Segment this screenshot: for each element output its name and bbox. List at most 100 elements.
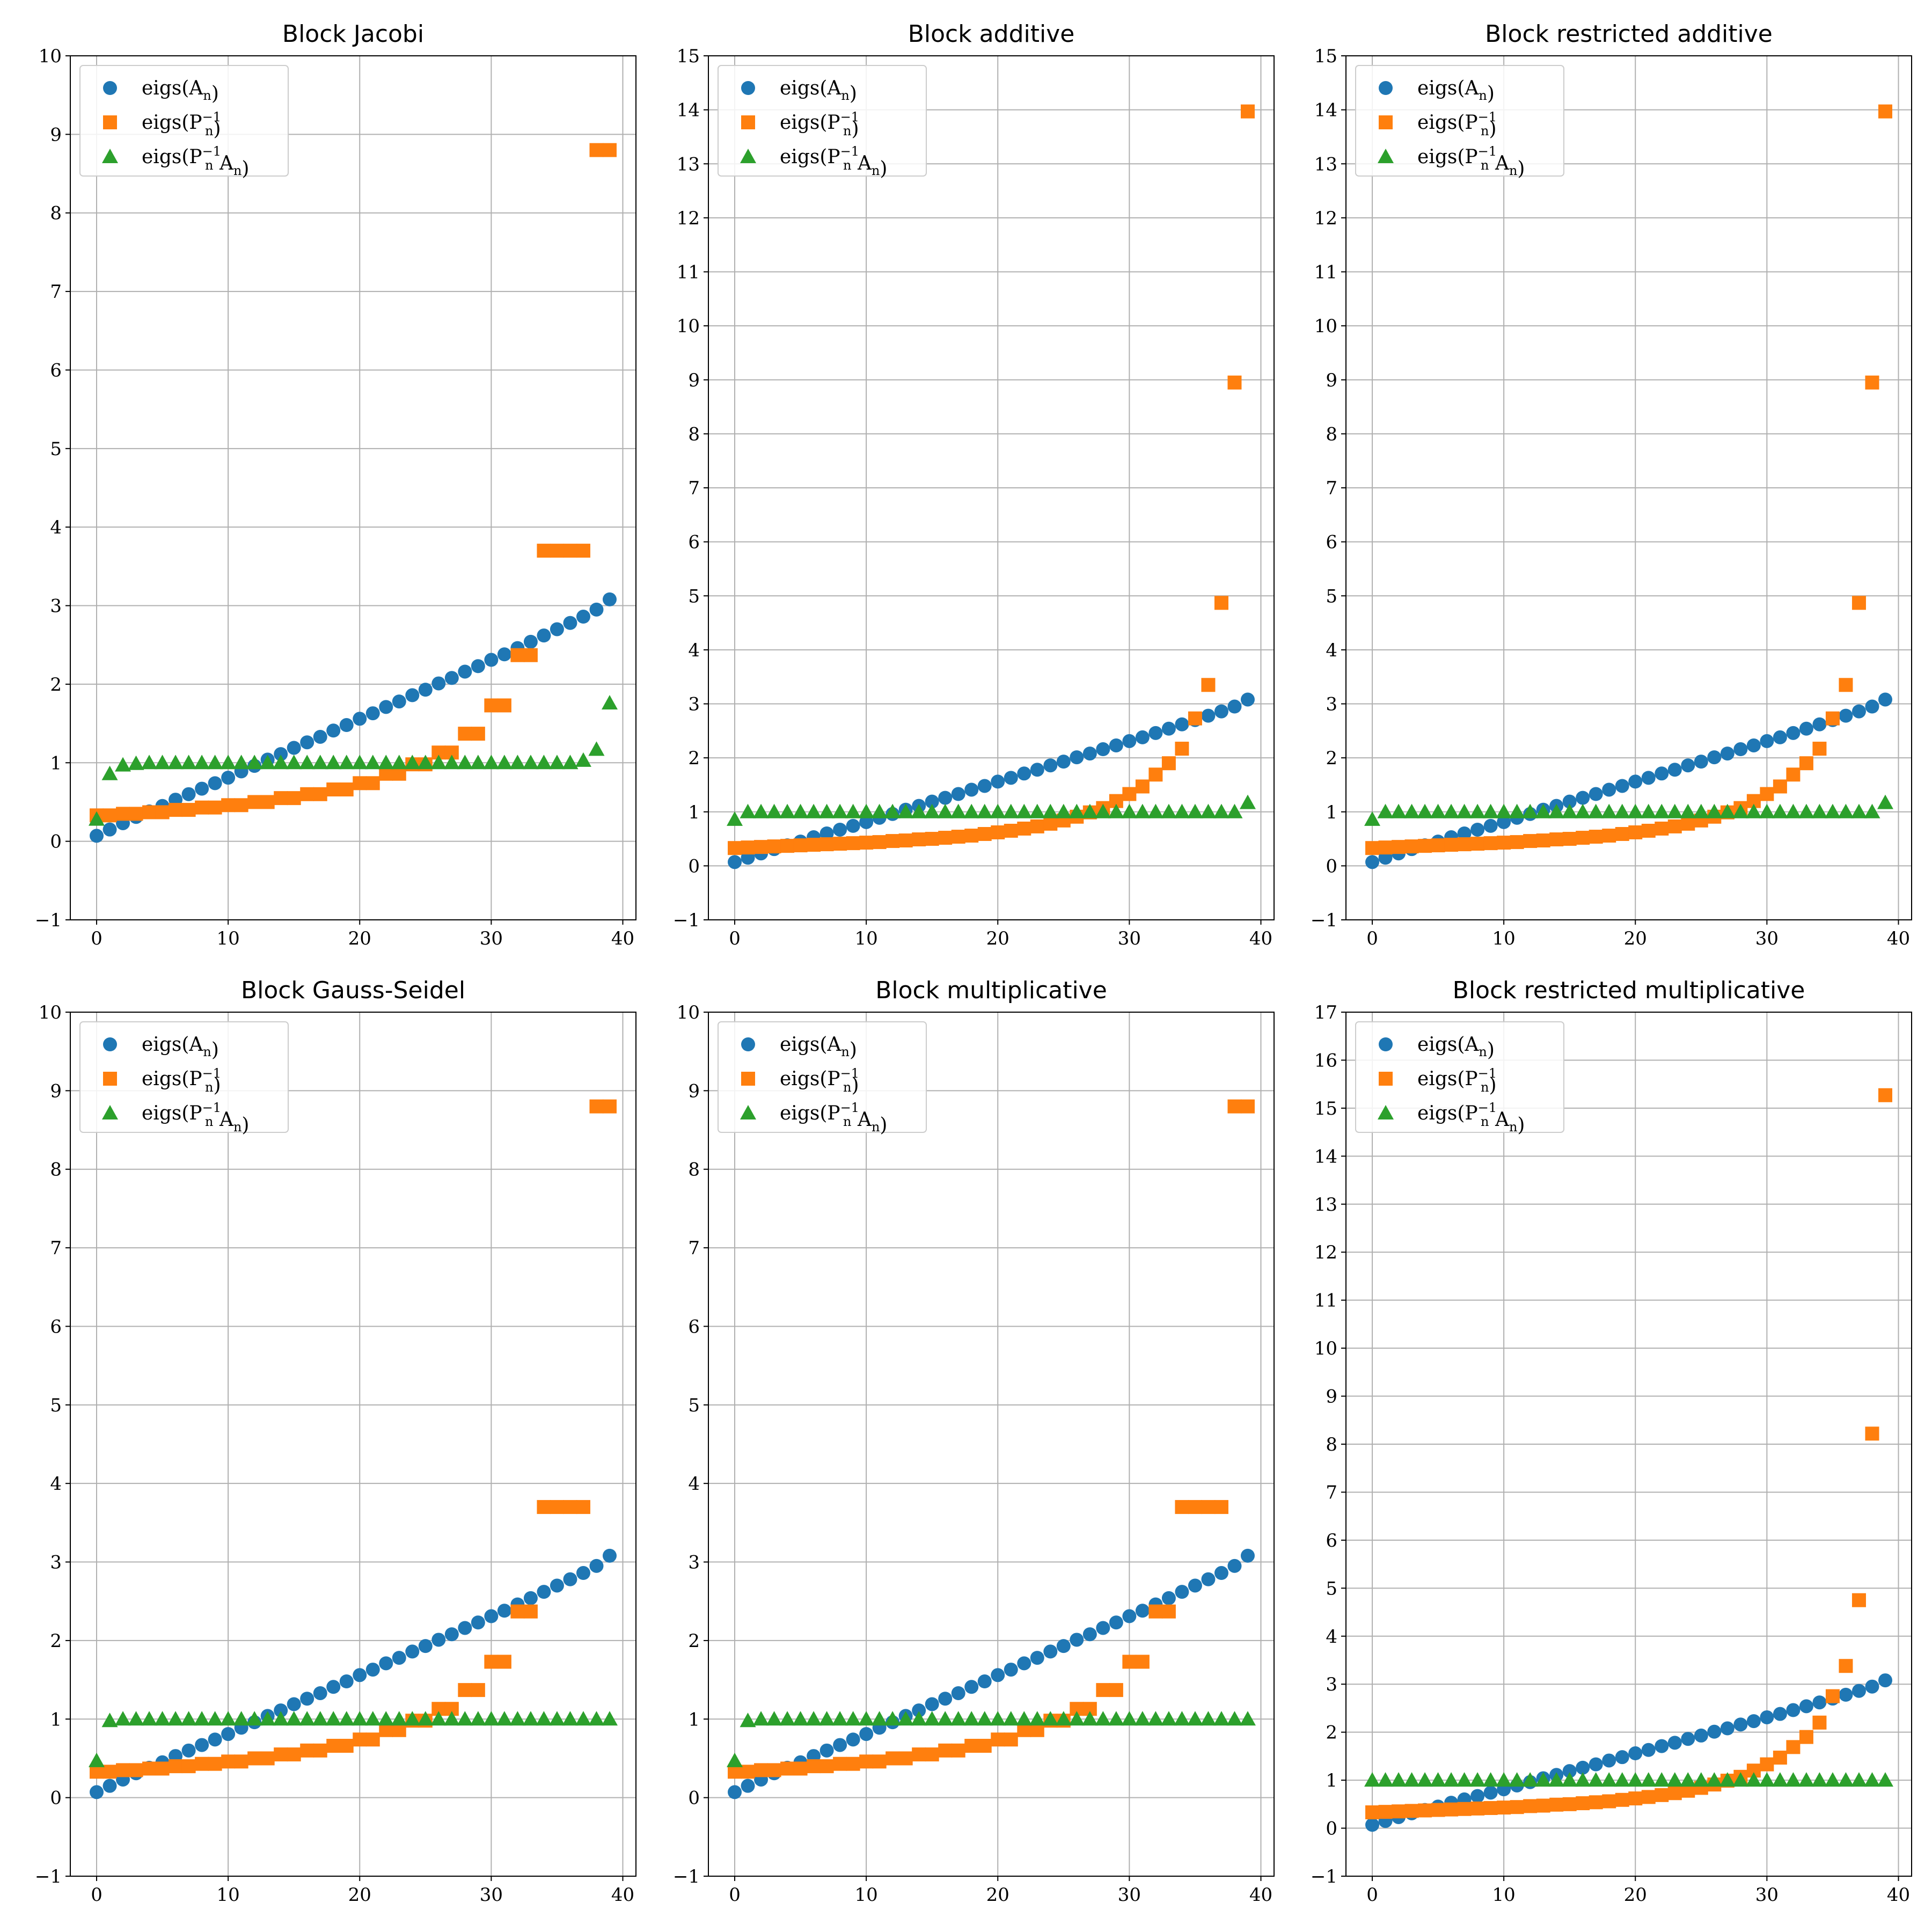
data-point (1561, 803, 1578, 818)
y-tick-label: 6 (1326, 532, 1337, 553)
data-point (274, 791, 288, 806)
data-point (924, 1711, 940, 1726)
data-point (287, 741, 301, 755)
y-tick-label: 14 (1314, 100, 1337, 121)
data-point (1877, 794, 1893, 809)
data-point (1070, 1633, 1084, 1647)
data-point (313, 787, 327, 801)
data-point (897, 803, 914, 818)
data-point (1745, 1772, 1762, 1787)
data-point (767, 839, 781, 854)
y-tick-label: 16 (1314, 1050, 1337, 1071)
data-point (806, 803, 822, 818)
data-point (1391, 1772, 1407, 1787)
panel-title: Block restricted additive (1485, 20, 1773, 48)
data-point (1016, 803, 1033, 818)
y-tick-label: 8 (1326, 1434, 1337, 1455)
y-tick-label: 11 (677, 262, 700, 283)
data-point (1418, 1803, 1432, 1818)
data-point (740, 803, 756, 818)
data-point (1161, 756, 1176, 771)
panel-title: Block additive (908, 20, 1075, 48)
data-point (365, 1732, 380, 1747)
data-point (509, 1711, 526, 1726)
data-point (741, 1779, 755, 1793)
data-point (1653, 803, 1670, 818)
data-point (576, 544, 590, 558)
data-point (1109, 1615, 1123, 1630)
data-point (221, 1727, 236, 1741)
data-point (1838, 803, 1854, 818)
data-point (1680, 1772, 1696, 1787)
legend-marker (103, 1037, 117, 1051)
data-point (1029, 803, 1045, 818)
x-tick-label: 10 (217, 928, 240, 949)
legend-label: eigs(An) (1417, 77, 1495, 105)
y-tick-label: 12 (1314, 208, 1337, 229)
data-point (207, 755, 223, 770)
data-point (832, 1711, 848, 1726)
data-point (1878, 104, 1892, 119)
data-point (326, 1680, 341, 1694)
data-point (1865, 1679, 1879, 1694)
x-tick-label: 0 (729, 928, 741, 949)
data-point (964, 829, 979, 843)
x-tick-label: 30 (1118, 928, 1141, 949)
data-point (458, 727, 472, 741)
data-point (951, 1743, 965, 1758)
y-tick-label: 3 (1326, 1674, 1337, 1695)
y-tick-label: 14 (677, 100, 700, 121)
axes-frame (1345, 1012, 1912, 1877)
panel-6: 0 10 20 30 40−101234567891011121314151617Blo… (1311, 977, 1912, 1906)
data-point (195, 781, 209, 796)
data-point (1589, 830, 1603, 844)
data-point (274, 1703, 288, 1718)
data-point (116, 1763, 130, 1777)
data-point (154, 755, 171, 770)
data-point (938, 1692, 953, 1706)
y-tick-label: 17 (1314, 1002, 1337, 1023)
data-point (378, 755, 394, 770)
data-point (404, 1711, 421, 1726)
data-point (1627, 803, 1644, 818)
data-point (964, 782, 979, 797)
data-point (1214, 704, 1228, 719)
data-point (845, 1711, 861, 1726)
data-point (937, 1711, 954, 1726)
x-tick-label: 10 (217, 1884, 240, 1906)
data-point (471, 1683, 485, 1697)
data-point (1615, 779, 1629, 793)
data-point (353, 1668, 367, 1682)
legend-marker (103, 1072, 117, 1086)
data-point (1403, 1772, 1420, 1787)
x-tick-label: 20 (348, 928, 371, 949)
data-point (1004, 771, 1018, 785)
data-point (154, 1711, 171, 1726)
legend-label: eigs(An) (1417, 1034, 1495, 1061)
data-point (780, 1761, 795, 1776)
legend-label: eigs(An) (780, 77, 857, 105)
data-point (1799, 1730, 1813, 1744)
data-point (129, 807, 143, 821)
data-point (1720, 747, 1735, 761)
data-point (1483, 1801, 1498, 1815)
data-point (142, 805, 157, 819)
data-point (1082, 1627, 1097, 1642)
series-2 (1365, 104, 1892, 855)
data-point (1628, 774, 1643, 789)
data-point (1483, 1785, 1498, 1800)
data-point (728, 1785, 742, 1799)
data-point (430, 1711, 447, 1726)
legend-marker (1378, 1105, 1394, 1119)
data-point (1839, 708, 1853, 723)
data-point (1417, 803, 1433, 818)
data-point (1122, 1655, 1137, 1669)
data-point (1667, 1736, 1682, 1750)
data-point (1733, 1717, 1748, 1732)
data-point (1680, 803, 1696, 818)
y-tick-label: 10 (677, 316, 700, 337)
data-point (1760, 734, 1774, 748)
legend-marker (741, 1072, 755, 1086)
data-point (859, 836, 874, 850)
